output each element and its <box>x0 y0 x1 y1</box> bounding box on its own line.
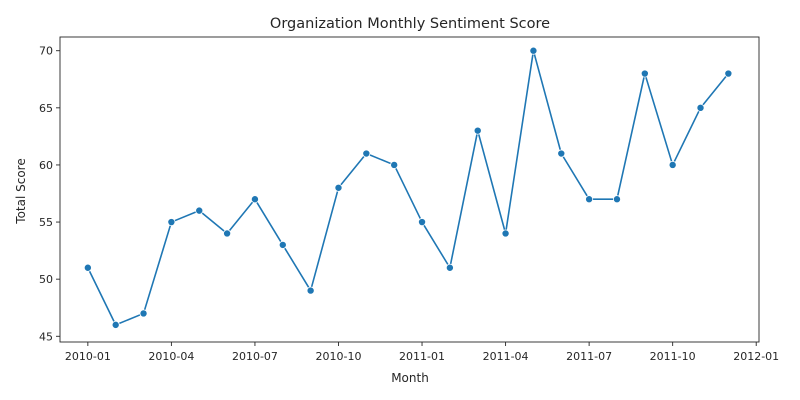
y-tick-label: 45 <box>39 330 53 343</box>
data-point <box>557 149 566 158</box>
y-axis-title: Total Score <box>14 158 28 224</box>
plot-area: 2010-01 2010-04 2010-07 2010-10 2011-01 2011-… <box>39 36 779 363</box>
x-tick-label: 2010-01 <box>65 350 111 363</box>
data-point <box>501 229 510 238</box>
x-tick-label: 2012-01 <box>733 350 779 363</box>
data-point <box>585 195 594 204</box>
chart-title: Organization Monthly Sentiment Score <box>270 16 550 32</box>
data-point <box>445 263 454 272</box>
data-point <box>668 160 677 169</box>
y-tick-label: 60 <box>39 159 53 172</box>
data-point <box>724 69 733 78</box>
data-point <box>612 195 621 204</box>
x-tick-label: 2010-04 <box>148 350 194 363</box>
data-point <box>640 69 649 78</box>
y-tick-label: 55 <box>39 216 53 229</box>
data-point <box>139 309 148 318</box>
data-point <box>418 218 427 227</box>
x-tick-label: 2011-04 <box>483 350 529 363</box>
data-point <box>390 160 399 169</box>
plot-frame <box>59 36 760 343</box>
data-point <box>473 126 482 135</box>
data-point <box>362 149 371 158</box>
x-tick-label: 2010-07 <box>232 350 278 363</box>
y-tick-label: 70 <box>39 45 53 58</box>
data-point <box>223 229 232 238</box>
data-point <box>278 240 287 249</box>
data-point <box>250 195 259 204</box>
data-point <box>306 286 315 295</box>
x-tick-label: 2010-10 <box>316 350 362 363</box>
data-point <box>83 263 92 272</box>
x-tick-label: 2011-01 <box>399 350 445 363</box>
x-tick-label: 2011-07 <box>566 350 612 363</box>
x-tick-label: 2011-10 <box>650 350 696 363</box>
data-point <box>334 183 343 192</box>
data-point <box>167 218 176 227</box>
data-point <box>111 320 120 329</box>
y-tick-label: 65 <box>39 102 53 115</box>
data-point <box>529 46 538 55</box>
x-axis-title: Month <box>391 371 429 385</box>
data-point <box>195 206 204 215</box>
series-line <box>87 49 729 326</box>
data-point <box>696 103 705 112</box>
y-tick-label: 50 <box>39 273 53 286</box>
